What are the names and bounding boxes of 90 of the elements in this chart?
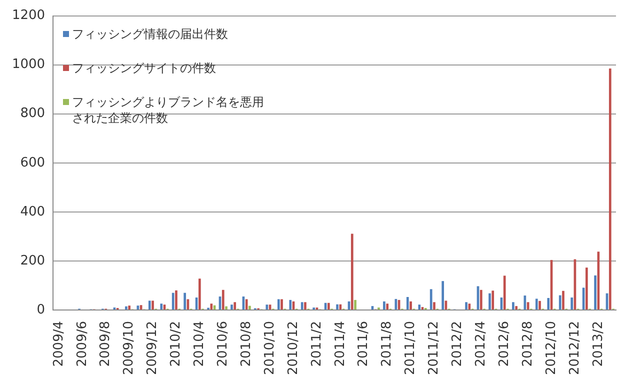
- bar: [410, 301, 412, 310]
- bar: [465, 302, 468, 310]
- bar: [300, 302, 304, 310]
- x-tick-label: 2009/4: [51, 320, 66, 367]
- x-tick-label: 2011/2: [309, 320, 324, 367]
- bar: [277, 299, 280, 310]
- bar: [512, 302, 514, 310]
- bar: [125, 306, 128, 310]
- x-tick-label: 2011/6: [356, 320, 372, 367]
- bar: [442, 281, 444, 310]
- x-tick-label: 2011/10: [403, 320, 418, 376]
- bar: [492, 290, 494, 310]
- bar: [210, 304, 213, 310]
- bar: [230, 304, 233, 310]
- bar: [597, 252, 600, 310]
- bar: [289, 300, 292, 310]
- bar: [524, 296, 526, 310]
- bar: [608, 68, 612, 310]
- x-tick-label: 2011/12: [426, 320, 442, 376]
- y-tick-label: 400: [20, 204, 46, 220]
- bar: [354, 300, 356, 310]
- bar: [225, 306, 228, 310]
- bar: [160, 304, 163, 310]
- y-tick-label: 1200: [12, 8, 46, 24]
- bar: [503, 276, 506, 310]
- bar: [245, 299, 248, 310]
- bar: [562, 290, 564, 310]
- bar: [468, 304, 471, 310]
- x-tick-label: 2011/8: [380, 320, 395, 367]
- y-tick-label: 600: [20, 155, 46, 170]
- bar: [175, 290, 178, 310]
- y-tick-label: 1000: [12, 57, 46, 72]
- x-tick-label: 2010/6: [216, 320, 231, 367]
- x-tick-label: 2010/4: [192, 320, 208, 367]
- bar: [222, 290, 224, 310]
- bar: [594, 275, 596, 310]
- bar: [535, 298, 538, 310]
- bar: [280, 299, 283, 310]
- bar: [248, 306, 251, 310]
- bar: [386, 304, 388, 310]
- bar: [480, 290, 482, 310]
- bar: [418, 304, 421, 310]
- x-tick-label: 2012/6: [496, 320, 512, 367]
- bar: [336, 304, 338, 310]
- bar: [547, 298, 550, 310]
- bar: [172, 292, 174, 310]
- x-tick-label: 2010/2: [168, 320, 184, 367]
- bar: [488, 293, 491, 310]
- x-tick-label: 2012/2: [450, 320, 466, 367]
- x-tick-label: 2010/8: [238, 320, 254, 367]
- legend-label: フィッシングサイトの件数: [72, 60, 216, 76]
- bar: [433, 302, 436, 310]
- legend-label: フィッシングよりブランド名を悪用された企業の件数: [72, 94, 266, 126]
- bar: [234, 302, 236, 310]
- bar: [394, 298, 398, 310]
- x-tick-label: 2010/12: [286, 320, 301, 376]
- bar: [128, 306, 130, 310]
- x-tick-label: 2011/4: [332, 320, 348, 367]
- bar: [350, 234, 354, 310]
- x-tick-label: 2009/6: [74, 320, 90, 367]
- legend-label: フィッシング情報の届出件数: [72, 26, 228, 42]
- x-tick-label: 2012/8: [520, 320, 536, 367]
- x-tick-label: 2009/8: [98, 320, 114, 367]
- bar: [148, 300, 151, 310]
- bar: [136, 306, 140, 310]
- bar: [558, 295, 562, 310]
- bar: [198, 278, 201, 310]
- bar: [152, 300, 154, 310]
- bar: [406, 297, 409, 310]
- x-tick-label: 2012/10: [544, 320, 559, 376]
- x-tick-label: 2009/12: [145, 320, 160, 376]
- x-tick-label: 2010/10: [262, 320, 278, 376]
- y-tick-label: 200: [20, 253, 46, 268]
- x-tick-label: 2013/2: [590, 320, 606, 367]
- bar: [586, 268, 588, 310]
- x-tick-label: 2012/12: [567, 320, 582, 376]
- bar: [538, 300, 541, 310]
- x-tick-label: 2012/4: [474, 320, 489, 367]
- bar: [184, 292, 186, 310]
- y-tick-label: 800: [20, 106, 46, 122]
- bar: [304, 302, 306, 310]
- bar: [383, 301, 386, 310]
- y-tick-label: 0: [36, 302, 46, 318]
- bar: [266, 304, 268, 310]
- bar: [430, 289, 432, 310]
- bar: [570, 297, 573, 310]
- bar: [339, 304, 342, 310]
- bar: [515, 306, 518, 310]
- bar: [328, 302, 330, 310]
- x-tick-label: 2009/10: [122, 320, 137, 376]
